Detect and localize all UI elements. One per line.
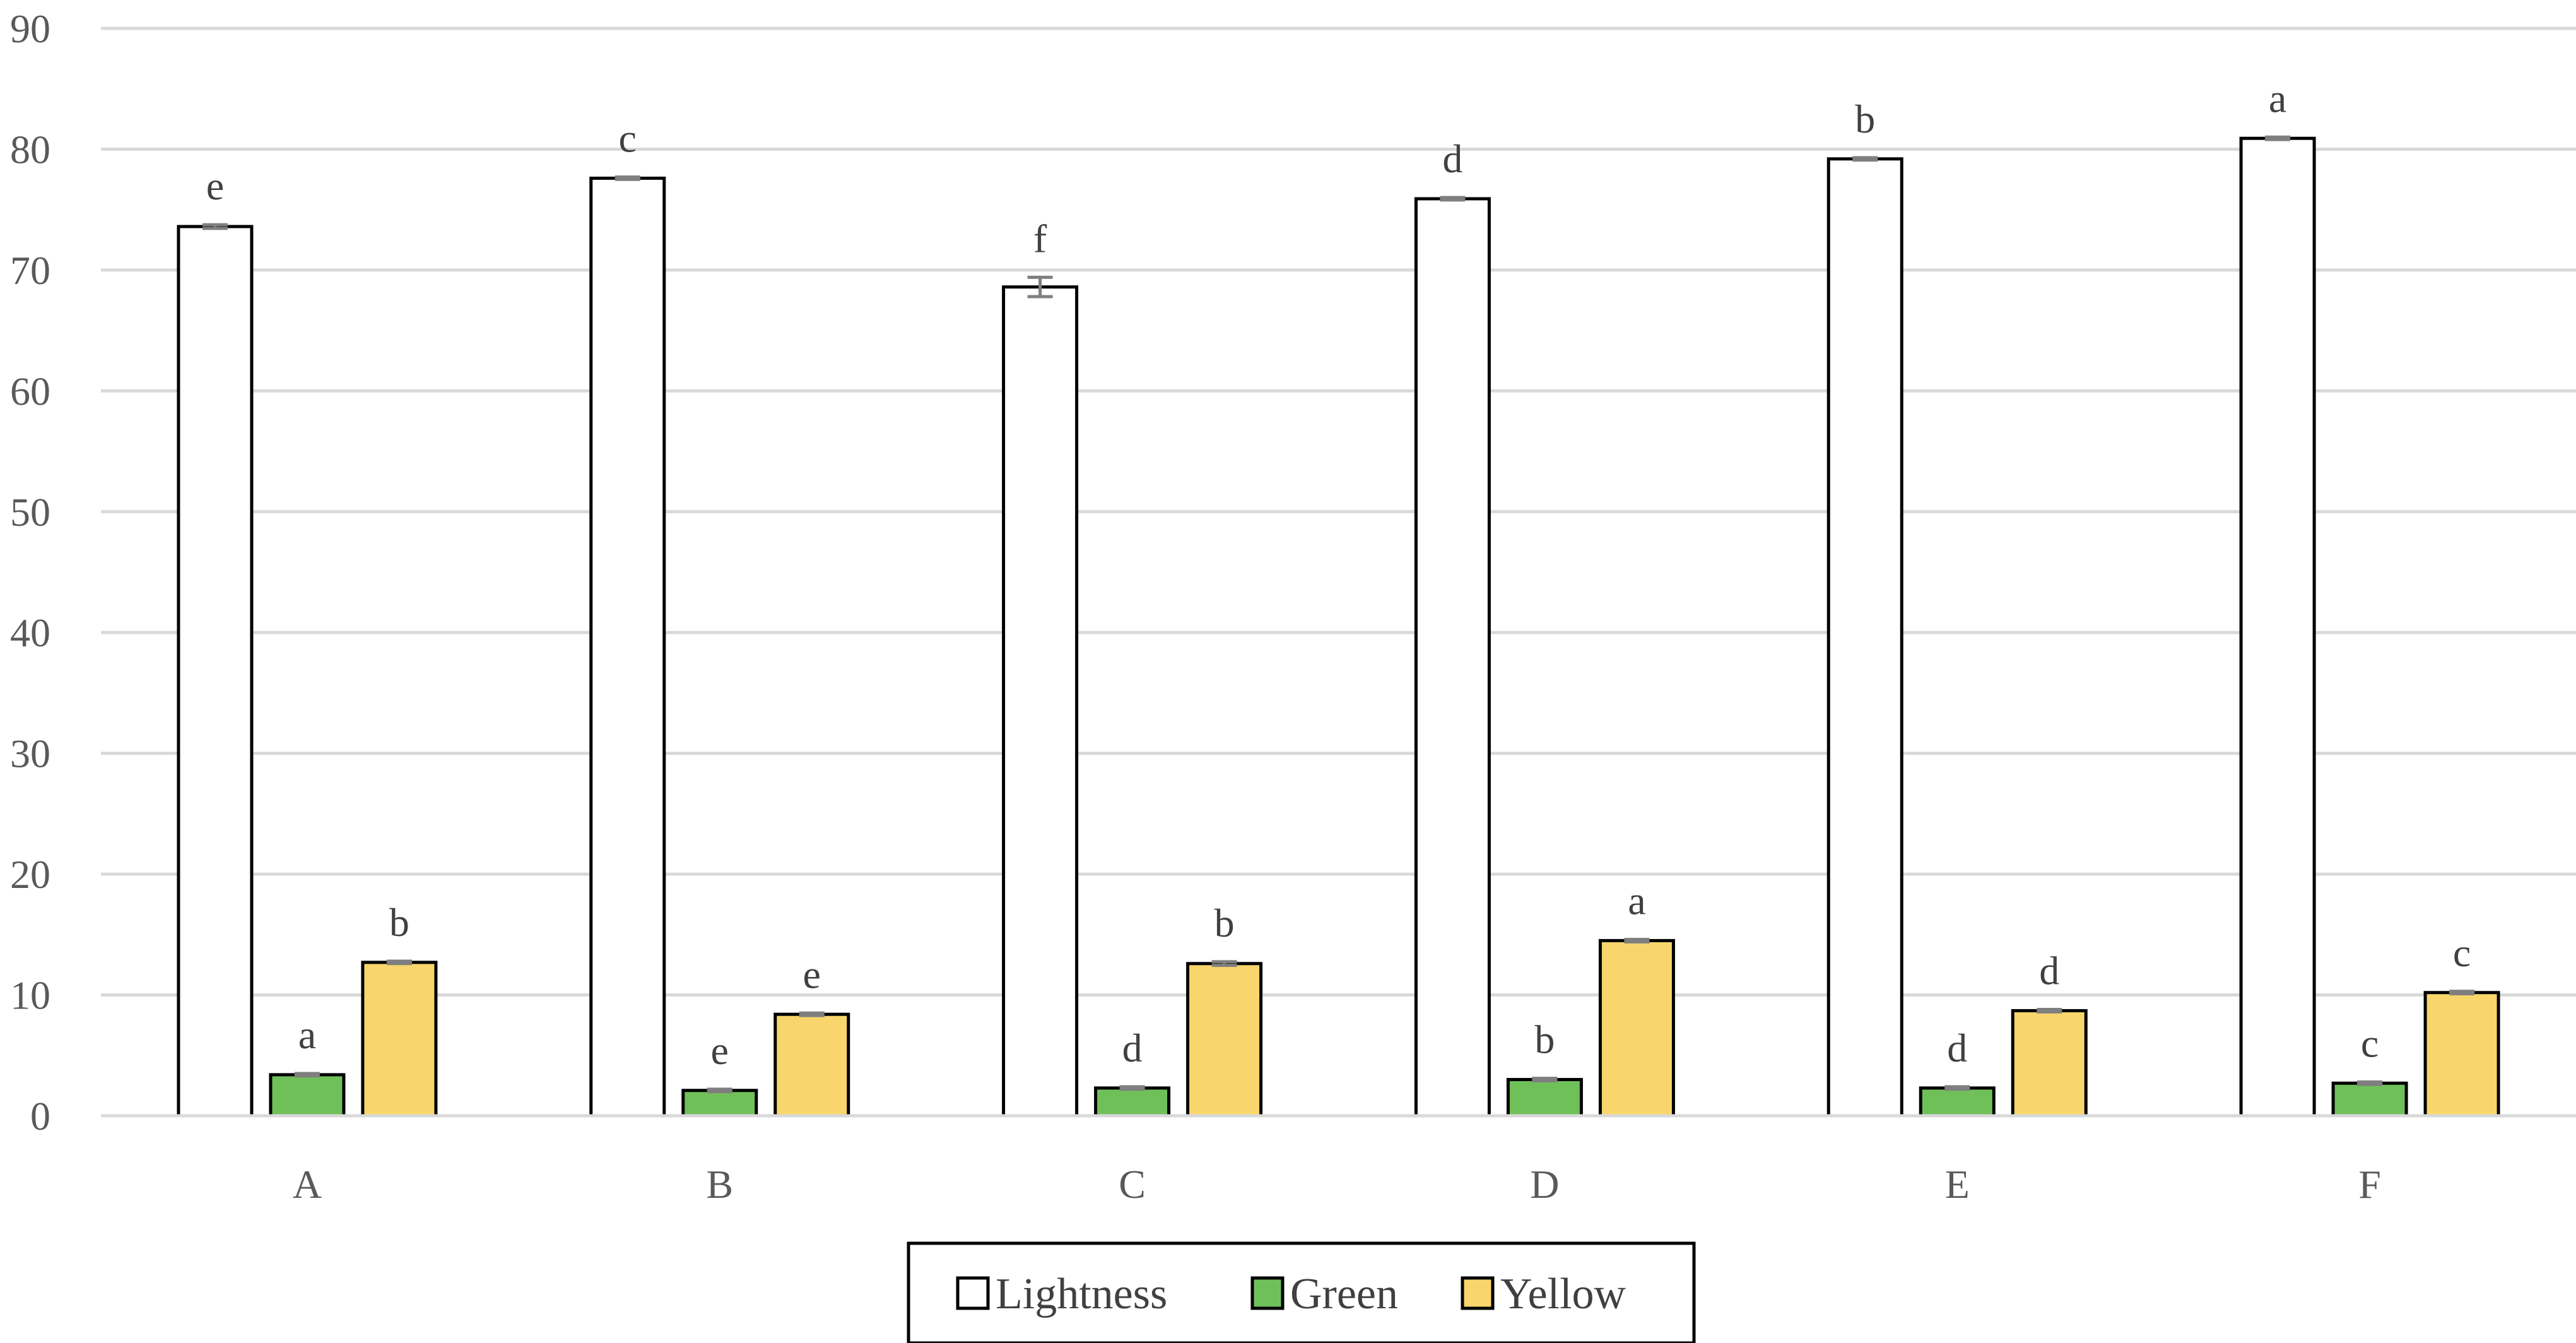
significance-letter: d <box>2039 949 2059 993</box>
error-bar <box>1532 1077 1558 1082</box>
error-bar <box>1119 1085 1145 1091</box>
error-bar <box>1211 960 1237 967</box>
legend-swatch-green <box>1250 1276 1285 1310</box>
x-tick-label: E <box>1945 1162 1970 1207</box>
significance-letter: d <box>1947 1026 1967 1070</box>
significance-letter: f <box>1033 216 1047 261</box>
y-tick-label: 50 <box>10 490 50 535</box>
bar-green-B <box>681 1089 758 1118</box>
x-tick-label: D <box>1530 1162 1559 1207</box>
bar-yellow-C <box>1186 962 1263 1118</box>
y-tick-label: 60 <box>10 369 50 413</box>
legend: Lightness Green Yellow <box>907 1241 1696 1343</box>
significance-letter: b <box>389 900 409 945</box>
error-bar <box>1624 937 1650 944</box>
significance-letter: a <box>298 1012 316 1057</box>
bar-lightness-F <box>2239 136 2316 1118</box>
bar-yellow-D <box>1598 938 1675 1118</box>
y-axis-ticks: 0 10 20 30 40 50 60 70 80 90 <box>10 6 50 1139</box>
gridlines <box>101 27 2576 997</box>
y-tick-label: 20 <box>10 852 50 897</box>
bar-lightness-C <box>1002 285 1079 1118</box>
category-labels: A B C D E F <box>293 1162 2381 1207</box>
error-bar <box>294 1072 320 1078</box>
error-bar <box>1440 196 1466 202</box>
legend-swatch-yellow <box>1461 1276 1495 1310</box>
error-bar <box>2265 135 2291 141</box>
error-bar <box>2357 1080 2383 1086</box>
significance-letter: c <box>2453 930 2471 975</box>
y-tick-label: 80 <box>10 127 50 172</box>
bar-yellow-A <box>361 961 438 1118</box>
error-bar <box>799 1011 825 1017</box>
error-bar <box>1027 275 1053 299</box>
significance-letter: c <box>2361 1021 2379 1065</box>
bar-yellow-E <box>2011 1009 2088 1118</box>
error-bar <box>386 959 412 966</box>
significance-letter: a <box>1628 878 1645 923</box>
significance-letter: a <box>2269 76 2286 121</box>
legend-label-lightness: Lightness <box>996 1270 1167 1318</box>
y-tick-label: 0 <box>30 1094 50 1139</box>
significance-letter: e <box>803 952 821 997</box>
error-bar <box>2449 990 2475 996</box>
x-tick-label: F <box>2358 1162 2381 1207</box>
y-tick-label: 30 <box>10 731 50 776</box>
bar-yellow-B <box>773 1012 850 1118</box>
error-bar <box>1944 1085 1970 1091</box>
bar-green-A <box>269 1073 346 1118</box>
significance-letter: e <box>711 1028 729 1073</box>
significance-letter: d <box>1442 136 1462 181</box>
bar-green-D <box>1506 1078 1583 1118</box>
significance-letter: b <box>1534 1017 1555 1062</box>
x-tick-label: B <box>706 1162 733 1207</box>
error-bar <box>707 1087 732 1094</box>
bars <box>177 136 2500 1118</box>
legend-label-green: Green <box>1290 1270 1398 1318</box>
error-bar <box>615 175 640 181</box>
significance-letter: b <box>1214 901 1235 945</box>
bar-lightness-D <box>1414 197 1491 1118</box>
bar-green-F <box>2331 1081 2408 1118</box>
significance-letter: e <box>206 163 224 208</box>
significance-letter: d <box>1122 1026 1143 1070</box>
bar-lightness-B <box>589 176 666 1118</box>
y-tick-label: 40 <box>10 610 50 655</box>
y-tick-label: 70 <box>10 248 50 293</box>
y-tick-label: 10 <box>10 973 50 1018</box>
x-tick-label: A <box>293 1162 322 1207</box>
significance-letter: b <box>1855 97 1875 141</box>
x-tick-label: C <box>1119 1162 1146 1207</box>
y-tick-label: 90 <box>10 6 50 51</box>
error-bars <box>202 135 2475 1094</box>
bar-lightness-E <box>1826 157 1903 1118</box>
bar-lightness-A <box>177 225 254 1118</box>
significance-letter: c <box>619 115 637 160</box>
bar-yellow-F <box>2423 991 2500 1118</box>
error-bar <box>202 223 228 230</box>
significance-letters: e a b c e e f d b d b a b d d a c c <box>206 76 2471 1073</box>
legend-label-yellow: Yellow <box>1500 1270 1626 1318</box>
bar-green-C <box>1094 1086 1171 1118</box>
error-bar <box>1852 156 1878 162</box>
bar-green-E <box>1919 1086 1996 1118</box>
legend-swatch-lightness <box>956 1276 990 1310</box>
legend-box <box>907 1241 1696 1343</box>
error-bar <box>2037 1008 2062 1014</box>
